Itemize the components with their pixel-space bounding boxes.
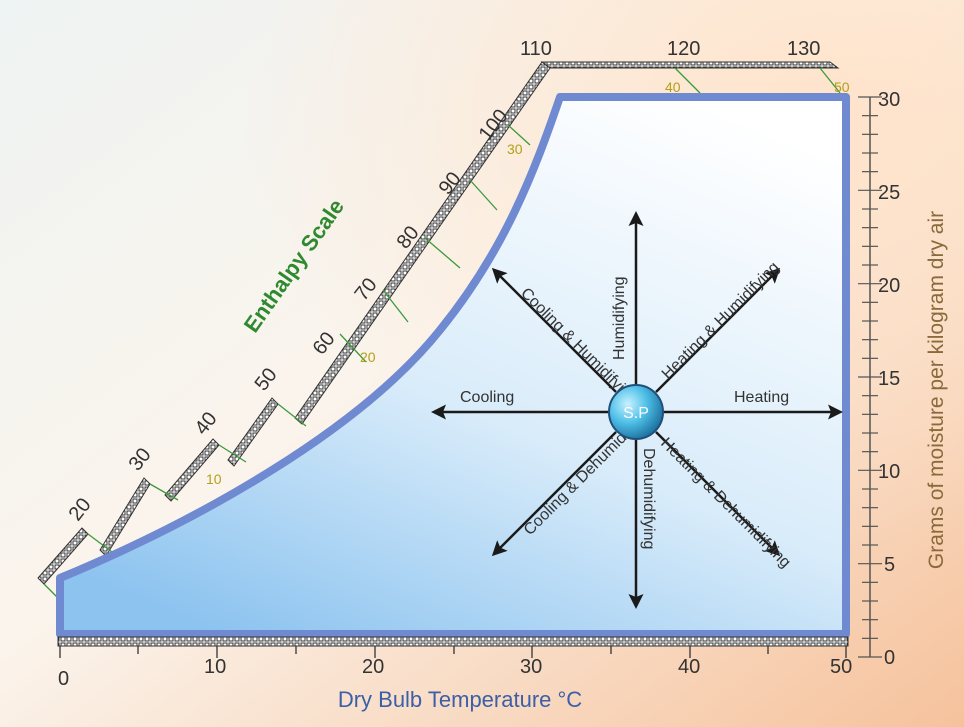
arrow-cooling-dehumidifying: [491, 431, 617, 557]
arrow-heating-dehumidifying: [655, 431, 781, 557]
y-tick-label: 25: [878, 182, 900, 204]
x-tick-label: 40: [678, 656, 700, 678]
enthalpy-guide: [277, 403, 307, 427]
enthalpy-minor-label: 50: [834, 79, 850, 95]
y-axis-ticks: [858, 96, 882, 658]
label-heating: Heating: [734, 389, 789, 406]
enthalpy-guide: [424, 237, 461, 269]
x-axis-tick-labels: 0 10 20 30 40 50: [58, 656, 852, 690]
enthalpy-guide: [819, 67, 841, 94]
enthalpy-minor-label: 30: [507, 141, 523, 157]
label-humidifying: Humidifying: [611, 276, 628, 360]
x-tick-label: 0: [58, 668, 69, 690]
enthalpy-scale-band: [37, 61, 840, 585]
enthalpy-label: 130: [787, 38, 820, 60]
arrow-heating-humidifying: [655, 267, 781, 393]
y-axis-title: Grams of moisture per kilogram dry air: [925, 211, 948, 569]
state-point-label: S.P: [623, 405, 649, 422]
x-tick-label: 10: [204, 656, 226, 678]
enthalpy-minor-label: 10: [206, 471, 222, 487]
psychrometric-chart-area: [56, 93, 850, 638]
x-axis-ticks: [59, 646, 847, 658]
state-point-marker: [608, 384, 664, 440]
x-tick-label: 30: [520, 656, 542, 678]
enthalpy-label: 120: [667, 38, 700, 60]
label-cooling: Cooling: [460, 389, 514, 406]
y-tick-label: 0: [884, 647, 895, 669]
enthalpy-guide: [43, 583, 59, 599]
y-tick-label: 20: [878, 275, 900, 297]
enthalpy-guide: [507, 124, 531, 146]
y-tick-label: 15: [878, 368, 900, 390]
enthalpy-label: 110: [520, 38, 552, 60]
enthalpy-guide: [218, 444, 247, 463]
enthalpy-guide: [339, 333, 367, 363]
process-arrows: [431, 211, 843, 609]
y-tick-label: 30: [878, 89, 900, 111]
y-tick-label: 10: [878, 461, 900, 483]
enthalpy-minor-labels: 10 20 30 40 50: [206, 79, 850, 487]
x-tick-label: 20: [362, 656, 384, 678]
x-axis-title: Dry Bulb Temperature °C: [338, 687, 582, 712]
enthalpy-guide: [382, 289, 409, 323]
enthalpy-guide: [469, 179, 498, 211]
enthalpy-minor-label: 40: [665, 79, 681, 95]
enthalpy-guide: [87, 533, 113, 553]
x-axis-hatched-strip: [57, 636, 849, 647]
y-axis-tick-labels: 0 5 10 15 20 25 30: [878, 89, 900, 669]
enthalpy-band-top: [540, 61, 840, 69]
label-dehumidifying: Dehumidifying: [640, 448, 657, 549]
enthalpy-minor-label: 20: [360, 349, 376, 365]
enthalpy-guide: [149, 483, 179, 501]
x-tick-label: 50: [830, 656, 852, 678]
enthalpy-guide: [674, 67, 701, 94]
enthalpy-guide-lines: [43, 67, 841, 599]
y-tick-label: 5: [884, 554, 895, 576]
arrow-cooling-humidifying: [491, 267, 617, 393]
